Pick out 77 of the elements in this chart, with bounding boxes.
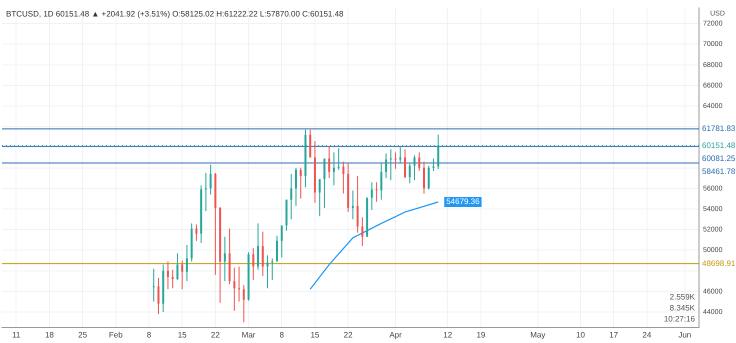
x-tick-label: 25: [78, 330, 88, 340]
candlestick: [224, 236, 226, 282]
candlestick: [186, 244, 188, 282]
candlestick: [356, 176, 359, 234]
candlestick: [166, 261, 169, 290]
candlestick: [262, 231, 264, 276]
candlestick: [290, 173, 292, 220]
x-tick-label: Jun: [678, 330, 692, 340]
candlestick: [432, 158, 434, 172]
ref-line-label: 60081.25: [702, 154, 736, 163]
x-tick-label: 17: [609, 330, 619, 340]
annotation: 54679.36: [446, 197, 480, 206]
candlestick: [318, 178, 321, 217]
annotation: 10:27:16: [664, 314, 696, 324]
candlestick: [414, 154, 416, 181]
candlestick: [266, 254, 269, 289]
x-tick-label: 8: [280, 330, 285, 340]
x-tick-label: 15: [178, 330, 188, 340]
x-tick-label: 8: [146, 330, 152, 340]
x-tick-label: 22: [344, 330, 354, 340]
x-tick-label: 12: [443, 330, 453, 340]
candlestick: [404, 148, 406, 179]
candlestick: [323, 158, 326, 208]
candlestick: [195, 224, 198, 242]
x-tick-label: 24: [642, 330, 652, 340]
candlestick: [210, 164, 212, 196]
candlestick: [176, 252, 178, 281]
x-tick-label: 10: [576, 330, 586, 340]
x-tick-label: 15: [310, 330, 320, 340]
candlestick: [300, 167, 302, 200]
annotation: 8.345K: [670, 304, 696, 313]
candlestick: [428, 165, 430, 190]
x-tick-label: Mar: [242, 330, 256, 340]
candlestick: [152, 268, 155, 302]
candlestick: [332, 152, 335, 186]
candlestick: [233, 267, 236, 312]
candlestick: [352, 190, 354, 220]
candlestick: [390, 148, 392, 181]
candlestick: [385, 152, 388, 179]
candlestick: [204, 172, 207, 212]
candlestick: [361, 216, 364, 247]
candlestick: [408, 162, 411, 184]
candlestick: [252, 248, 254, 281]
x-tick-label: Feb: [108, 330, 124, 340]
candlestick: [422, 161, 425, 194]
chart-title: BTCUSD, 1D 60151.48 ▲ +2041.92 (+3.51%) O:58125.02 H:61222.22 L:57870.00 C:60151.48: [6, 9, 344, 18]
candlestick: [309, 129, 312, 158]
candlestick: [376, 182, 378, 202]
candlestick: [242, 284, 245, 323]
candlestick: [172, 269, 174, 289]
candlestick: [294, 167, 297, 206]
candlestick: [342, 161, 344, 194]
x-tick-label: 19: [476, 330, 486, 340]
ref-line-label: 61781.83: [702, 124, 736, 134]
ref-line-label: 48698.91: [702, 258, 736, 268]
candlestick: [370, 182, 373, 211]
candlestick: [380, 163, 382, 200]
candlestick: [271, 258, 274, 281]
candlestick: [280, 224, 283, 258]
candlestick: [328, 146, 330, 179]
x-tick-label: 18: [44, 330, 54, 340]
ref-line-label: 60151.48: [702, 140, 736, 150]
x-tick-label: Apr: [389, 330, 402, 340]
candlestick: [399, 146, 402, 164]
candlestick: [238, 266, 240, 302]
candlestick: [157, 277, 160, 315]
candlestick: [276, 235, 278, 262]
candlestick: [181, 260, 184, 290]
candlestick: [338, 148, 340, 170]
annotation: 2.559K: [670, 292, 696, 302]
candlestick: [394, 152, 397, 170]
candlestick: [418, 152, 420, 172]
x-tick-label: 11: [12, 330, 21, 340]
ref-line-label: 58461.78: [702, 166, 736, 176]
x-tick-label: May: [530, 330, 546, 340]
candlestick: [257, 222, 260, 270]
x-tick-label: 22: [210, 330, 220, 340]
